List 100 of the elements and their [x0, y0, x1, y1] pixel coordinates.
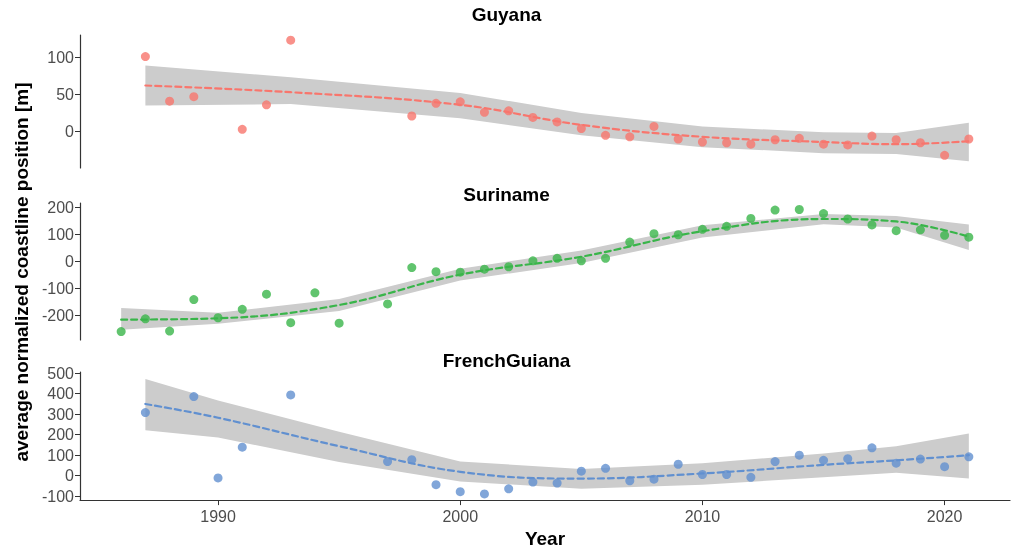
point: [140, 52, 150, 62]
point: [504, 106, 514, 116]
point: [843, 140, 853, 150]
point: [140, 408, 150, 418]
y-tick-label: 0: [65, 123, 75, 141]
point: [286, 318, 296, 328]
point: [867, 131, 877, 141]
point: [915, 454, 925, 464]
y-tick-label: 100: [47, 48, 75, 66]
point: [383, 299, 393, 309]
point: [697, 469, 707, 479]
point: [576, 124, 586, 134]
point: [964, 452, 974, 462]
point: [455, 487, 465, 497]
point: [625, 237, 635, 247]
point: [697, 137, 707, 147]
point: [722, 469, 732, 479]
point: [286, 35, 296, 45]
point: [940, 230, 950, 240]
chart-title: Suriname: [463, 184, 550, 205]
point: [455, 97, 465, 107]
point: [649, 229, 659, 239]
point: [964, 232, 974, 242]
y-tick-label: -100: [41, 279, 75, 297]
point: [504, 484, 514, 494]
point: [504, 262, 514, 272]
point: [915, 225, 925, 235]
point: [479, 107, 489, 117]
point: [964, 134, 974, 144]
point: [915, 138, 925, 148]
point: [746, 139, 756, 149]
point: [673, 459, 683, 469]
point: [334, 318, 344, 328]
x-tick-label: 1990: [200, 507, 236, 525]
y-tick-label: 200: [47, 198, 75, 216]
point: [286, 390, 296, 400]
point: [237, 304, 247, 314]
point: [116, 327, 126, 337]
point: [237, 442, 247, 452]
point: [601, 253, 611, 263]
point: [237, 124, 247, 134]
point: [819, 209, 829, 219]
point: [673, 134, 683, 144]
point: [673, 230, 683, 240]
y-tick-label: 0: [65, 467, 75, 485]
point: [189, 295, 199, 305]
y-tick-label: 100: [47, 446, 75, 464]
chart-title: FrenchGuiana: [442, 350, 571, 371]
point: [819, 455, 829, 465]
point: [794, 133, 804, 143]
point: [722, 138, 732, 148]
point: [165, 326, 175, 336]
point: [431, 98, 441, 108]
point: [383, 457, 393, 467]
point: [407, 111, 417, 121]
point: [891, 458, 901, 468]
y-tick-label: -200: [41, 307, 75, 325]
y-tick-label: 100: [47, 225, 75, 243]
point: [528, 112, 538, 122]
point: [891, 226, 901, 236]
point: [479, 489, 489, 499]
point: [431, 480, 441, 490]
point: [601, 463, 611, 473]
point: [455, 267, 465, 277]
point: [722, 221, 732, 231]
point: [867, 443, 877, 453]
chart-title: Guyana: [471, 4, 542, 25]
x-tick-label: 2010: [684, 507, 721, 525]
point: [576, 256, 586, 266]
point: [552, 478, 562, 488]
point: [770, 205, 780, 215]
point: [407, 263, 417, 273]
point: [819, 139, 829, 149]
point: [794, 205, 804, 215]
point: [940, 462, 950, 472]
point: [479, 264, 489, 274]
point: [140, 314, 150, 324]
point: [528, 477, 538, 487]
x-tick-label: 2000: [442, 507, 479, 525]
point: [794, 450, 804, 460]
point: [528, 256, 538, 266]
y-tick-label: 50: [56, 85, 75, 103]
point: [165, 96, 175, 106]
point: [843, 454, 853, 464]
point: [601, 130, 611, 140]
point: [213, 473, 223, 483]
y-tick-label: 400: [47, 385, 75, 403]
point: [625, 476, 635, 486]
point: [407, 455, 417, 465]
point: [576, 466, 586, 476]
point: [189, 392, 199, 402]
point: [867, 220, 877, 230]
x-tick-label: 2020: [926, 507, 963, 525]
y-axis-title: average normalized coastline position [m]: [11, 82, 33, 462]
y-tick-label: 300: [47, 405, 75, 423]
point: [625, 132, 635, 142]
point: [189, 92, 199, 102]
point: [843, 214, 853, 224]
point: [552, 117, 562, 127]
point: [552, 253, 562, 263]
